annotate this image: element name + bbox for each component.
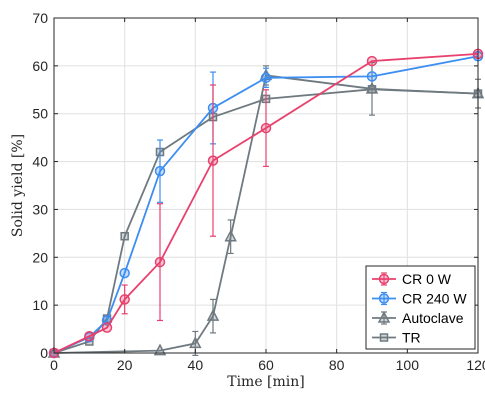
legend-label: CR 0 W — [402, 271, 452, 287]
x-tick-label: 20 — [117, 357, 133, 373]
series-line — [53, 74, 479, 354]
data-point — [206, 309, 220, 321]
legend-label: Autoclave — [402, 310, 464, 326]
legend-item-tr: TR — [372, 330, 421, 346]
data-point — [119, 267, 130, 279]
data-point — [366, 55, 378, 67]
data-point — [260, 72, 272, 84]
y-tick-label: 40 — [32, 154, 48, 170]
y-tick-label: 0 — [40, 345, 48, 361]
error-bar — [227, 219, 234, 255]
legend-marker — [377, 310, 391, 323]
legend-label: TR — [402, 330, 421, 346]
legend-marker — [379, 333, 389, 342]
x-tick-label: 60 — [258, 357, 274, 373]
legend: CR 0 W CR 240 W Autoclave TR — [365, 265, 476, 350]
legend-marker — [378, 293, 390, 304]
x-tick-label: 0 — [50, 357, 58, 373]
error-bar — [263, 89, 269, 167]
data-point — [260, 122, 272, 134]
error-bar — [210, 298, 216, 334]
legend-item-autoclave: Autoclave — [372, 310, 464, 326]
x-axis-title: Time [min] — [227, 374, 305, 390]
data-point — [154, 256, 166, 268]
legend-marker — [378, 273, 390, 285]
error-bar — [210, 84, 216, 237]
legend-item-cr-240-w: CR 240 W — [372, 291, 467, 307]
legend-label: CR 240 W — [402, 291, 467, 307]
data-point — [224, 229, 237, 242]
error-bar — [157, 203, 163, 322]
y-tick-label: 60 — [32, 58, 48, 74]
data-point — [207, 155, 219, 166]
data-point — [101, 322, 113, 333]
data-point — [120, 231, 129, 241]
data-point — [189, 336, 202, 349]
error-bar — [121, 284, 128, 315]
error-bar — [263, 67, 269, 88]
y-axis-title: Solid yield [%] — [10, 134, 26, 237]
y-tick-label: 70 — [32, 10, 48, 26]
ticks: 0 20 40 60 80 100 120 0 10 20 30 40 50 60 70 — [32, 10, 485, 373]
x-tick-label: 40 — [188, 357, 204, 373]
error-bar — [157, 139, 163, 203]
data-point — [153, 343, 167, 356]
legend-item-cr-0-w: CR 0 W — [372, 271, 452, 287]
y-tick-label: 30 — [32, 201, 48, 217]
data-point — [119, 294, 130, 305]
x-tick-label: 100 — [396, 357, 420, 373]
data-point — [365, 81, 379, 94]
data-point — [366, 71, 378, 82]
data-point — [84, 331, 95, 342]
x-tick-label: 120 — [466, 357, 485, 373]
data-point — [154, 165, 166, 177]
y-tick-label: 20 — [32, 249, 48, 265]
y-tick-label: 50 — [32, 106, 48, 122]
x-tick-label: 80 — [329, 357, 345, 373]
y-tick-label: 10 — [32, 297, 48, 313]
